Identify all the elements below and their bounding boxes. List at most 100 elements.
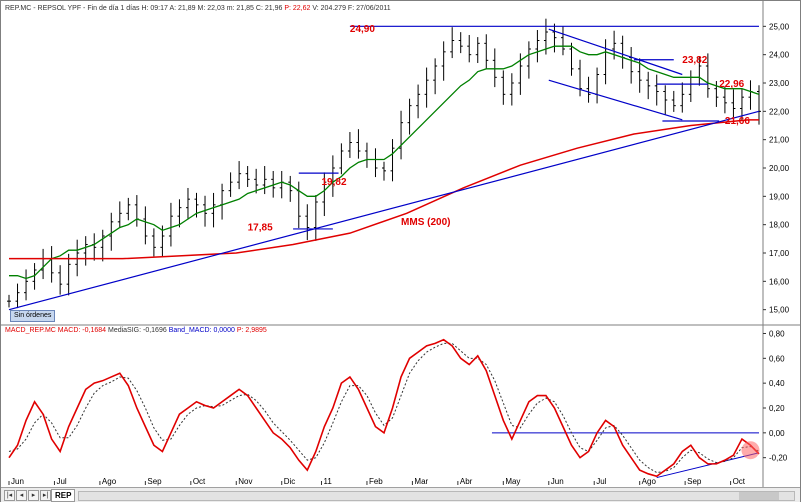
price-bar [41,248,46,280]
price-bar [441,41,446,81]
price-bar [322,172,327,217]
price-annotation: 17,85 [248,223,273,234]
signal-line [8,342,760,474]
price-bar [629,47,634,84]
price-axis-label: 15,00 [769,306,790,315]
orders-button[interactable]: Sin órdenes [10,310,56,322]
price-bar [262,166,267,195]
price-bar [339,143,344,175]
price-bar [32,263,37,290]
time-axis-label: Mar [414,477,428,486]
price-bar [450,27,455,59]
price-bar [109,212,114,251]
price-bar [407,98,412,135]
prev-icon[interactable]: ◂ [16,490,27,501]
time-axis-label: May [505,477,520,486]
price-bar [603,39,608,85]
price-axis-label: 20,00 [769,164,790,173]
price-bar [390,139,395,182]
price-bar [288,175,293,202]
header-open: A: 21,89 [169,5,196,12]
price-bar [535,30,540,63]
price-bar [731,89,736,120]
price-annotation: MMS (200) [401,217,450,228]
price-bar [220,183,225,220]
scrollbar-thumb[interactable] [739,492,779,500]
price-bar [748,80,753,110]
price-bar [578,59,583,97]
price-bar [680,82,685,113]
price-bar [134,195,139,227]
price-axis-label: 21,00 [769,136,790,145]
macd-axis-label: 0,00 [769,429,785,438]
macd-value: MACD: -0,1684 [57,327,107,334]
time-axis-label: Dic [284,477,296,486]
price-panel-header: REP.MC - REPSOL YPF - Fin de día 1 días … [5,5,391,12]
price-trendline [8,110,760,311]
price-bar [663,85,668,115]
price-axis-label: 22,00 [769,107,790,116]
price-bar [117,201,122,229]
next-icon[interactable]: ▸ [28,490,39,501]
time-axis-label: Abr [460,477,473,486]
price-bar [722,86,727,114]
time-axis-label: Jun [551,477,564,486]
symbol-tab[interactable]: REP [51,489,76,502]
macd-axis-label: 0,40 [769,379,785,388]
price-axis-label: 24,00 [769,51,790,60]
price-bar [92,233,97,261]
price-bar [83,236,88,266]
price-bar [356,129,361,159]
time-axis-label: Jul [56,477,66,486]
price-bar [66,253,71,296]
price-bar [100,229,105,262]
last-icon[interactable]: ▸| [40,490,51,501]
header-volume: V: 204.279 [312,5,346,12]
price-annotation: 23,82 [682,55,707,66]
price-bar [211,192,216,228]
price-bar [467,34,472,63]
price-bar [126,197,131,221]
first-icon[interactable]: |◂ [4,490,15,501]
price-bar [254,168,259,194]
price-bar [739,88,744,121]
price-bar [177,199,182,228]
header-time: H: 09:17 [141,5,168,12]
price-bar [279,170,284,199]
price-bar [49,246,54,283]
time-axis-label: Jun [11,477,24,486]
price-annotation: 22,96 [719,79,744,90]
price-annotation: 24,90 [350,24,375,35]
price-bar [569,42,574,76]
price-bar [203,195,208,227]
macd-signal-value: MediaSIG: -0,1696 [107,327,167,334]
price-bar [151,228,156,257]
price-bar [347,132,352,158]
header-high: M: 22,03 [197,5,225,12]
mms-200-line [9,119,759,260]
time-axis-label: Sep [687,477,702,486]
macd-axis-label: -0,20 [769,454,788,463]
price-bar [373,148,378,178]
price-bar [399,110,404,160]
price-bar [424,67,429,108]
price-bar [7,294,11,308]
header-date: F: 27/06/2011 [347,5,391,12]
price-bar [671,90,676,112]
macd-trendline [656,452,760,479]
price-bar [296,181,301,229]
time-axis-label: Jul [596,477,606,486]
price-bar [15,283,20,309]
time-axis-label: Oct [733,477,746,486]
price-bar [416,84,421,119]
time-axis-label: Ago [102,477,117,486]
price-bar [475,37,480,64]
price-bar [501,70,506,105]
price-bar [509,73,514,106]
price-bar [560,26,565,56]
horizontal-scrollbar[interactable] [78,491,795,501]
price-bar [757,85,761,125]
price-bar [433,58,438,95]
price-bar [58,265,63,295]
mms-short-line [9,45,760,280]
